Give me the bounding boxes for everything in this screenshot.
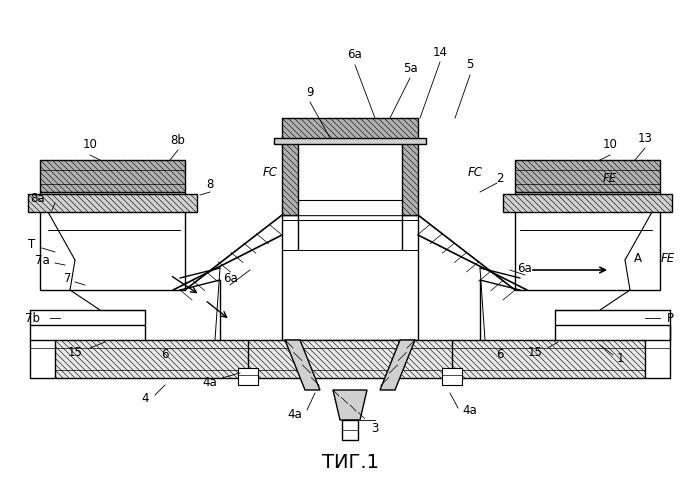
Text: FE: FE — [603, 171, 617, 185]
Text: 6a: 6a — [223, 271, 237, 284]
Text: A: A — [634, 251, 642, 264]
Text: 6: 6 — [496, 349, 504, 361]
Text: T: T — [29, 239, 36, 251]
Text: 4a: 4a — [463, 404, 477, 416]
Polygon shape — [40, 160, 185, 192]
Polygon shape — [515, 192, 660, 290]
Text: 6a: 6a — [517, 262, 533, 275]
Polygon shape — [380, 340, 415, 390]
Text: 7a: 7a — [34, 254, 50, 266]
Polygon shape — [238, 368, 258, 385]
Polygon shape — [285, 340, 320, 390]
Text: 7b: 7b — [25, 312, 39, 324]
Polygon shape — [442, 368, 462, 385]
Polygon shape — [40, 192, 185, 290]
Polygon shape — [342, 420, 358, 440]
Text: 10: 10 — [83, 138, 97, 151]
Text: FC: FC — [262, 166, 277, 179]
Text: ΤИГ.1: ΤИГ.1 — [321, 452, 379, 471]
Polygon shape — [274, 138, 426, 144]
Polygon shape — [282, 118, 418, 140]
Text: P: P — [666, 312, 673, 324]
Text: FC: FC — [468, 166, 482, 179]
Text: 15: 15 — [68, 345, 83, 358]
Polygon shape — [402, 140, 418, 215]
Text: 2: 2 — [496, 171, 504, 185]
Text: 10: 10 — [603, 138, 617, 151]
Text: 8b: 8b — [171, 133, 186, 147]
Polygon shape — [298, 140, 402, 215]
Polygon shape — [28, 194, 197, 212]
Text: 4a: 4a — [288, 409, 302, 422]
Text: 9: 9 — [307, 86, 314, 98]
Polygon shape — [515, 160, 660, 192]
Text: 6a: 6a — [348, 49, 363, 61]
Text: 7: 7 — [64, 271, 71, 284]
Text: 5: 5 — [466, 58, 474, 72]
Polygon shape — [282, 215, 418, 340]
Polygon shape — [333, 390, 367, 420]
Text: 8a: 8a — [31, 191, 46, 205]
Text: 3: 3 — [371, 422, 379, 434]
Polygon shape — [55, 340, 645, 378]
Text: 1: 1 — [616, 352, 624, 364]
Text: 4: 4 — [141, 392, 148, 405]
Text: FE: FE — [661, 251, 675, 264]
Text: 15: 15 — [528, 345, 542, 358]
Text: 14: 14 — [433, 45, 447, 58]
Text: 5a: 5a — [402, 61, 417, 75]
Polygon shape — [503, 194, 672, 212]
Text: 8: 8 — [206, 179, 214, 191]
Text: 13: 13 — [638, 131, 652, 145]
Polygon shape — [282, 140, 298, 215]
Text: 4a: 4a — [202, 375, 218, 389]
Text: 6: 6 — [161, 349, 169, 361]
